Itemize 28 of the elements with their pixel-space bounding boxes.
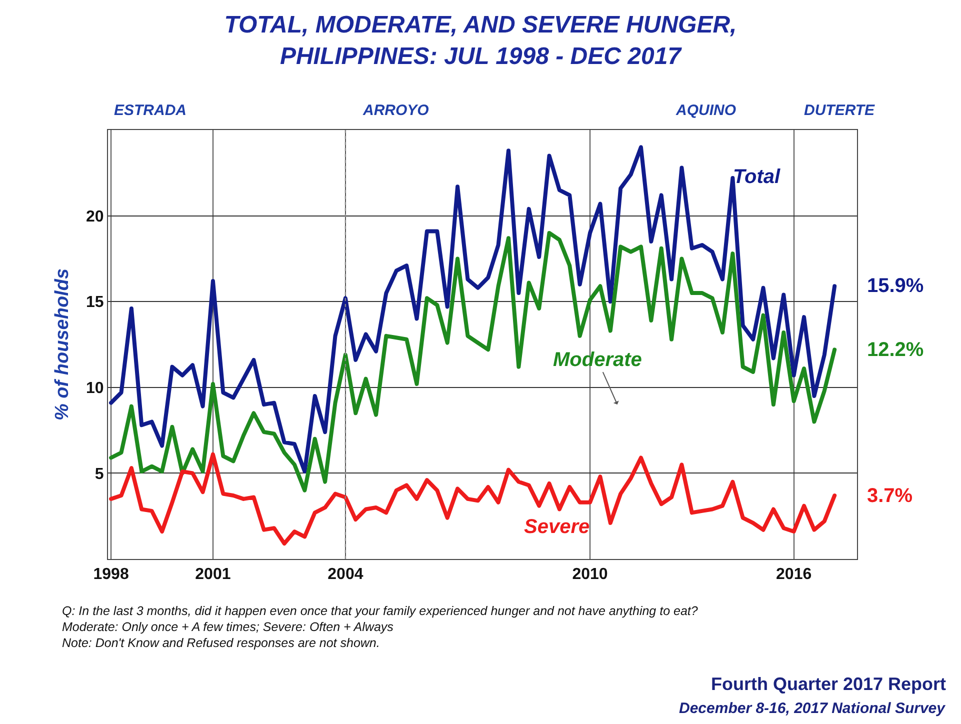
line-series <box>109 230 837 492</box>
line-series <box>109 145 837 474</box>
text: Q: In the last 3 months, did it happen even once that your family experienced hunger and not have anything to eat? <box>62 604 698 618</box>
x-tick-label: 2001 <box>195 566 231 584</box>
data-label: 15.9% <box>867 275 924 297</box>
y-tick-label: 20 <box>86 208 104 226</box>
y-tick-label: 10 <box>86 380 104 397</box>
text: December 8-16, 2017 National Survey <box>679 700 946 717</box>
series-label: Severe <box>524 516 590 538</box>
y-tick-label: 5 <box>94 466 104 483</box>
chart-title: TOTAL, MODERATE, AND SEVERE HUNGER, PHILIPPINES: JUL 1998 - DEC 2017 <box>224 12 737 70</box>
x-tick-label: 2010 <box>572 566 608 584</box>
x-tick-label: 1998 <box>93 566 129 584</box>
y-tick-label: 15 <box>86 294 104 312</box>
text: ESTRADA <box>114 102 187 119</box>
line-series <box>109 452 837 546</box>
text: Fourth Quarter 2017 Report <box>711 674 946 694</box>
y-axis-title: % of households <box>52 268 73 420</box>
data-label: 12.2% <box>867 339 924 361</box>
text: Note: Don't Know and Refused responses are not shown. <box>62 636 380 650</box>
x-tick-label: 2004 <box>328 566 364 584</box>
text: ARROYO <box>362 102 430 119</box>
text: AQUINO <box>675 102 736 119</box>
data-label: 3.7% <box>867 485 913 507</box>
series-label: Total <box>733 166 780 188</box>
text: Moderate: Only once + A few times; Severe: Often + Always <box>62 620 394 634</box>
text: DUTERTE <box>804 102 876 119</box>
x-tick-label: 2016 <box>776 566 812 584</box>
